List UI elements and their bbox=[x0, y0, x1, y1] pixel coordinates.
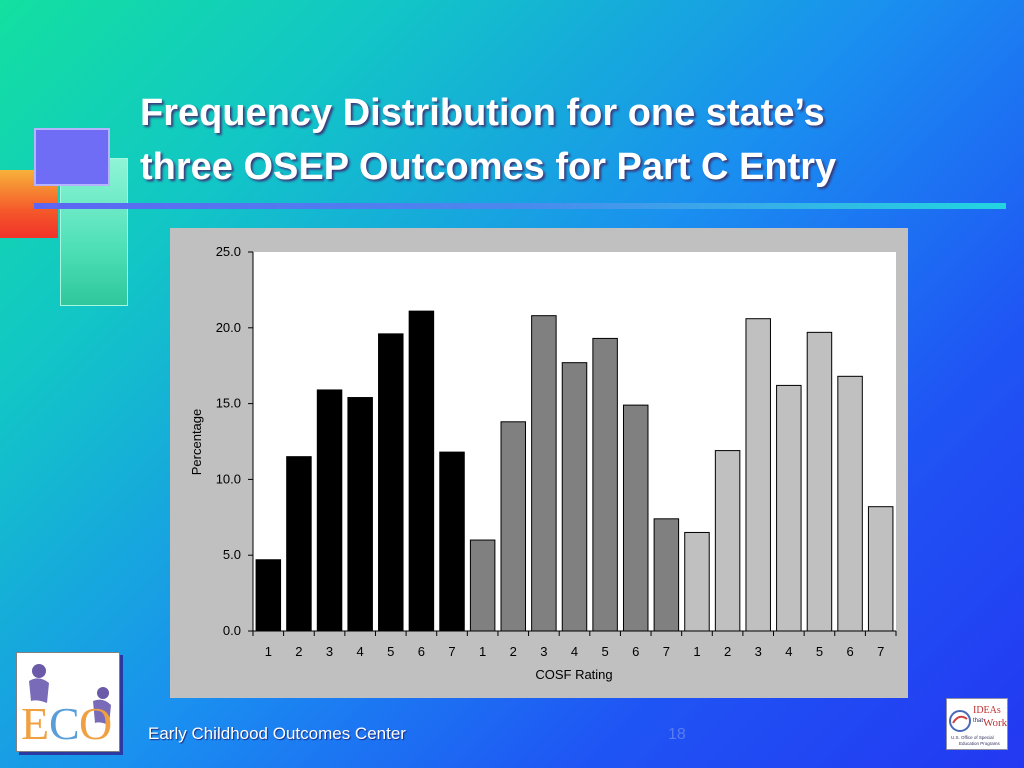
x-tick-label: 1 bbox=[479, 644, 486, 659]
bar-chart: 0.0 5.0 10.0 15.0 20.0 25.0 1 2 3 4 5 6 7 1 2 3 4 5 6 7 1 2 3… bbox=[189, 244, 897, 682]
bar-series-2-rating-6 bbox=[622, 404, 649, 632]
x-axis-label: COSF Rating bbox=[535, 667, 612, 682]
y-tick-label: 10.0 bbox=[216, 471, 241, 486]
x-tick-label: 1 bbox=[693, 644, 700, 659]
bar-series-3-rating-3 bbox=[745, 318, 771, 632]
bar-series-2-rating-2 bbox=[500, 421, 527, 632]
slide-title-line-1: Frequency Distribution for one state’s bbox=[140, 92, 825, 134]
x-tick-label: 2 bbox=[510, 644, 517, 659]
ideas-that-work-logo: IDEAs that Work U.S. Office of Special E… bbox=[946, 698, 1008, 750]
footer-organization: Early Childhood Outcomes Center bbox=[148, 724, 406, 743]
x-tick-label: 3 bbox=[540, 644, 547, 659]
x-tick-label: 7 bbox=[663, 644, 670, 659]
x-tick-label: 7 bbox=[448, 644, 455, 659]
bar-series-3-rating-2 bbox=[714, 450, 741, 632]
svg-text:U.S. Office of Special: U.S. Office of Special bbox=[951, 735, 994, 740]
y-axis-label: Percentage bbox=[189, 409, 204, 476]
bar-series-3-rating-5 bbox=[806, 331, 833, 632]
svg-text:C: C bbox=[49, 698, 80, 749]
x-tick-label: 5 bbox=[602, 644, 609, 659]
x-tick-label: 5 bbox=[387, 644, 394, 659]
y-tick-label: 5.0 bbox=[223, 547, 241, 562]
ideas-that-work-logo-icon: IDEAs that Work U.S. Office of Special E… bbox=[949, 705, 1008, 746]
x-tick-label: 6 bbox=[418, 644, 425, 659]
bar-series-3-rating-4 bbox=[776, 384, 802, 632]
title-underline-rule bbox=[34, 203, 1006, 209]
bar-series-2-rating-1 bbox=[469, 539, 496, 632]
bar-series-1-rating-1 bbox=[255, 559, 282, 632]
bar-series-3-rating-7 bbox=[867, 506, 894, 632]
x-tick-label: 6 bbox=[632, 644, 639, 659]
y-tick-label: 15.0 bbox=[216, 396, 241, 411]
slide-title-line-2: three OSEP Outcomes for Part C Entry bbox=[140, 146, 837, 188]
bars-group bbox=[255, 310, 894, 632]
bar-series-1-rating-5 bbox=[378, 333, 404, 632]
x-tick-label: 3 bbox=[755, 644, 762, 659]
svg-text:Education Programs: Education Programs bbox=[959, 741, 1001, 746]
y-tick-label: 0.0 bbox=[223, 623, 241, 638]
bar-series-3-rating-6 bbox=[837, 375, 863, 632]
x-tick-label: 3 bbox=[326, 644, 333, 659]
bar-series-1-rating-4 bbox=[347, 397, 373, 632]
y-tick-label: 25.0 bbox=[216, 244, 241, 259]
x-tick-label: 4 bbox=[785, 644, 792, 659]
x-tick-label: 1 bbox=[265, 644, 272, 659]
bar-series-2-rating-5 bbox=[592, 337, 618, 632]
bar-series-1-rating-3 bbox=[316, 389, 343, 632]
x-tick-label: 6 bbox=[846, 644, 853, 659]
svg-text:Work: Work bbox=[983, 717, 1007, 729]
svg-text:O: O bbox=[79, 698, 112, 749]
x-tick-label: 5 bbox=[816, 644, 823, 659]
svg-text:IDEAs: IDEAs bbox=[973, 705, 1001, 716]
bar-series-2-rating-4 bbox=[561, 362, 588, 632]
decorative-blue-block bbox=[34, 128, 110, 186]
x-tick-label: 2 bbox=[724, 644, 731, 659]
chart-panel: 0.0 5.0 10.0 15.0 20.0 25.0 1 2 3 4 5 6 7 1 2 3 4 5 6 7 1 2 3… bbox=[170, 228, 908, 698]
bar-series-1-rating-7 bbox=[439, 451, 465, 632]
svg-text:E: E bbox=[21, 698, 49, 749]
eco-logo-icon: E C O bbox=[21, 664, 112, 749]
eco-logo: E C O bbox=[16, 652, 120, 752]
bar-series-2-rating-7 bbox=[653, 518, 680, 632]
x-tick-label: 2 bbox=[295, 644, 302, 659]
bar-series-1-rating-2 bbox=[286, 456, 312, 632]
bar-series-1-rating-6 bbox=[408, 310, 435, 632]
bar-series-2-rating-3 bbox=[531, 315, 557, 632]
x-tick-label: 4 bbox=[571, 644, 578, 659]
bar-series-3-rating-1 bbox=[684, 531, 710, 632]
y-tick-label: 20.0 bbox=[216, 320, 241, 335]
y-axis: 0.0 5.0 10.0 15.0 20.0 25.0 bbox=[216, 244, 254, 638]
page-number: 18 bbox=[668, 726, 686, 743]
x-axis: 1 2 3 4 5 6 7 1 2 3 4 5 6 7 1 2 3 4 5 6 7 bbox=[252, 630, 897, 659]
x-tick-label: 4 bbox=[357, 644, 364, 659]
slide-title: Frequency Distribution for one state’s t… bbox=[140, 86, 1010, 194]
x-tick-label: 7 bbox=[877, 644, 884, 659]
svg-text:that: that bbox=[973, 718, 983, 724]
